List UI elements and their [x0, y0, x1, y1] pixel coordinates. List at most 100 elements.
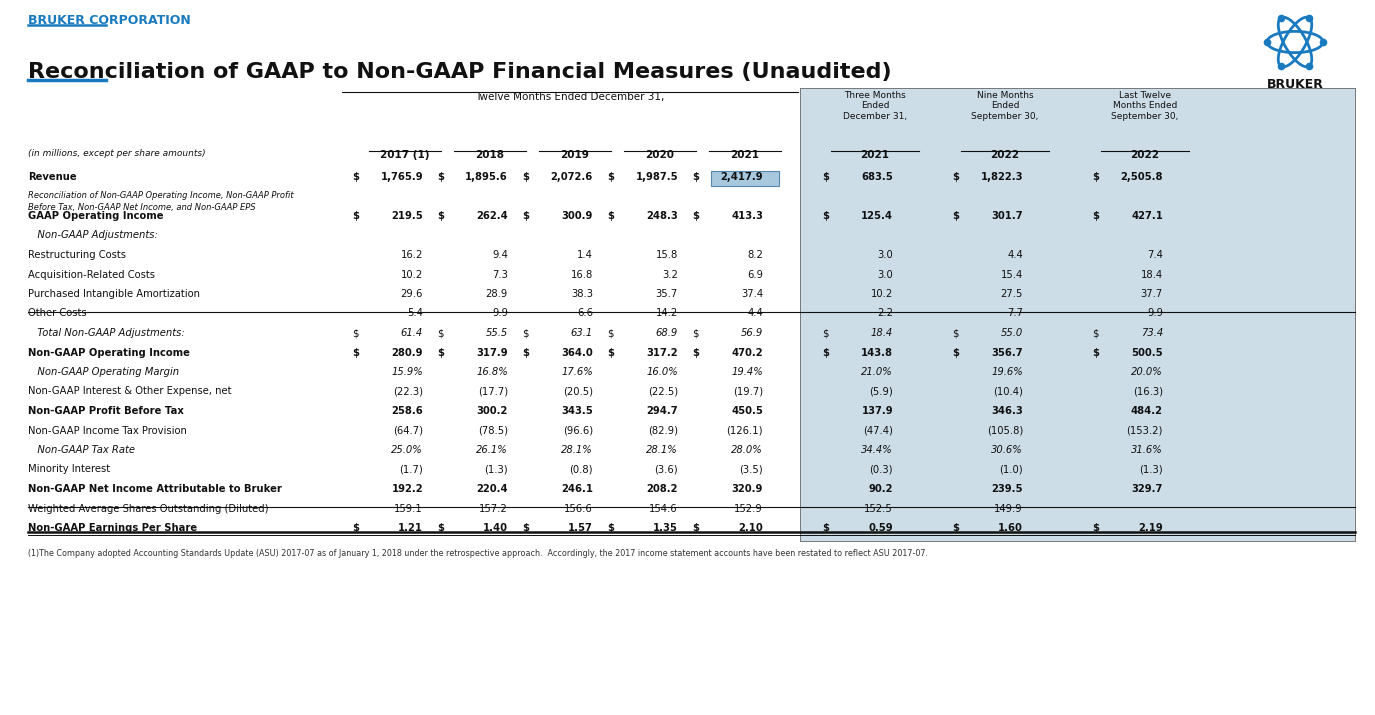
Text: Restructuring Costs: Restructuring Costs: [28, 250, 126, 260]
Text: 4.4: 4.4: [1008, 250, 1023, 260]
Text: 55.5: 55.5: [485, 328, 507, 338]
Text: $: $: [522, 172, 529, 182]
Text: $: $: [437, 211, 444, 221]
Text: 149.9: 149.9: [994, 503, 1023, 513]
Text: 2.10: 2.10: [738, 523, 763, 533]
Text: 219.5: 219.5: [392, 211, 424, 221]
Text: Minority Interest: Minority Interest: [28, 465, 110, 475]
Text: 413.3: 413.3: [732, 211, 763, 221]
Text: 317.9: 317.9: [476, 347, 507, 358]
Text: 34.4%: 34.4%: [861, 445, 892, 455]
Text: $: $: [522, 328, 528, 338]
Text: $: $: [352, 172, 359, 182]
Text: 2.2: 2.2: [877, 308, 892, 318]
Text: 152.9: 152.9: [734, 503, 763, 513]
Text: $: $: [606, 328, 613, 338]
Text: 15.4: 15.4: [1001, 270, 1023, 280]
Text: $: $: [522, 523, 529, 533]
Text: 28.1%: 28.1%: [646, 445, 678, 455]
Text: 1.21: 1.21: [397, 523, 423, 533]
Text: (47.4): (47.4): [864, 425, 892, 435]
Text: 61.4: 61.4: [400, 328, 424, 338]
Text: (in millions, except per share amounts): (in millions, except per share amounts): [28, 149, 206, 158]
Text: 19.4%: 19.4%: [732, 367, 763, 377]
Text: 301.7: 301.7: [991, 211, 1023, 221]
Text: 159.1: 159.1: [395, 503, 423, 513]
Text: 1.4: 1.4: [578, 250, 593, 260]
Text: (1.3): (1.3): [1140, 465, 1163, 475]
Text: 56.9: 56.9: [741, 328, 763, 338]
Text: $: $: [951, 328, 958, 338]
Text: Total Non-GAAP Adjustments:: Total Non-GAAP Adjustments:: [28, 328, 184, 338]
Text: Reconciliation of GAAP to Non-GAAP Financial Measures (Unaudited): Reconciliation of GAAP to Non-GAAP Finan…: [28, 62, 891, 82]
Text: 9.4: 9.4: [492, 250, 507, 260]
Text: $: $: [692, 523, 698, 533]
Text: $: $: [951, 211, 958, 221]
Text: 2018: 2018: [476, 150, 505, 160]
Text: $: $: [437, 328, 444, 338]
Text: (82.9): (82.9): [648, 425, 678, 435]
Text: BRUKER CORPORATION: BRUKER CORPORATION: [28, 14, 191, 27]
Text: 208.2: 208.2: [646, 484, 678, 494]
Text: 262.4: 262.4: [476, 211, 507, 221]
Text: 156.6: 156.6: [564, 503, 593, 513]
Text: 154.6: 154.6: [649, 503, 678, 513]
Text: 683.5: 683.5: [861, 172, 892, 182]
Text: (105.8): (105.8): [987, 425, 1023, 435]
Text: (22.5): (22.5): [648, 387, 678, 397]
Text: 2,505.8: 2,505.8: [1121, 172, 1163, 182]
Text: 192.2: 192.2: [392, 484, 424, 494]
Text: 470.2: 470.2: [732, 347, 763, 358]
Text: (3.6): (3.6): [654, 465, 678, 475]
Text: Last Twelve
Months Ended
September 30,: Last Twelve Months Ended September 30,: [1111, 91, 1178, 121]
Text: 90.2: 90.2: [869, 484, 892, 494]
Text: (1)The Company adopted Accounting Standards Update (ASU) 2017-07 as of January 1: (1)The Company adopted Accounting Standa…: [28, 548, 928, 558]
Text: 3.2: 3.2: [663, 270, 678, 280]
Text: 1.57: 1.57: [568, 523, 593, 533]
Text: (153.2): (153.2): [1126, 425, 1163, 435]
Text: 258.6: 258.6: [392, 406, 424, 416]
Text: $: $: [522, 211, 529, 221]
Text: 18.4: 18.4: [1141, 270, 1163, 280]
Text: $: $: [437, 523, 444, 533]
Text: 6.9: 6.9: [747, 270, 763, 280]
Text: 2019: 2019: [561, 150, 590, 160]
Text: 16.8%: 16.8%: [476, 367, 507, 377]
Text: 10.2: 10.2: [870, 289, 892, 299]
Text: 35.7: 35.7: [656, 289, 678, 299]
Text: $: $: [606, 347, 613, 358]
Text: Non-GAAP Net Income Attributable to Bruker: Non-GAAP Net Income Attributable to Bruk…: [28, 484, 282, 494]
Text: 220.4: 220.4: [476, 484, 507, 494]
Text: (1.3): (1.3): [484, 465, 507, 475]
Text: 18.4: 18.4: [870, 328, 892, 338]
Text: 364.0: 364.0: [561, 347, 593, 358]
Text: (78.5): (78.5): [478, 425, 507, 435]
Text: 2,417.9: 2,417.9: [720, 172, 763, 182]
Text: Non-GAAP Operating Income: Non-GAAP Operating Income: [28, 347, 190, 358]
Text: 21.0%: 21.0%: [861, 367, 892, 377]
Text: Non-GAAP Earnings Per Share: Non-GAAP Earnings Per Share: [28, 523, 197, 533]
Text: $: $: [606, 523, 613, 533]
Text: $: $: [951, 347, 958, 358]
Text: 3.0: 3.0: [877, 270, 892, 280]
Text: 28.0%: 28.0%: [732, 445, 763, 455]
Text: 450.5: 450.5: [732, 406, 763, 416]
Text: (19.7): (19.7): [733, 387, 763, 397]
Text: $: $: [822, 347, 829, 358]
Text: 73.4: 73.4: [1141, 328, 1163, 338]
Text: 25.0%: 25.0%: [392, 445, 424, 455]
Text: $: $: [1092, 523, 1099, 533]
Text: 0.59: 0.59: [869, 523, 892, 533]
Text: $: $: [692, 211, 698, 221]
Text: $: $: [1092, 328, 1099, 338]
Text: $: $: [951, 523, 958, 533]
Text: 3.0: 3.0: [877, 250, 892, 260]
Text: 294.7: 294.7: [646, 406, 678, 416]
Text: (20.5): (20.5): [562, 387, 593, 397]
Text: 19.6%: 19.6%: [991, 367, 1023, 377]
Text: 28.1%: 28.1%: [561, 445, 593, 455]
Text: 10.2: 10.2: [400, 270, 424, 280]
Text: 63.1: 63.1: [571, 328, 593, 338]
Text: 1,765.9: 1,765.9: [381, 172, 424, 182]
Text: 27.5: 27.5: [1001, 289, 1023, 299]
